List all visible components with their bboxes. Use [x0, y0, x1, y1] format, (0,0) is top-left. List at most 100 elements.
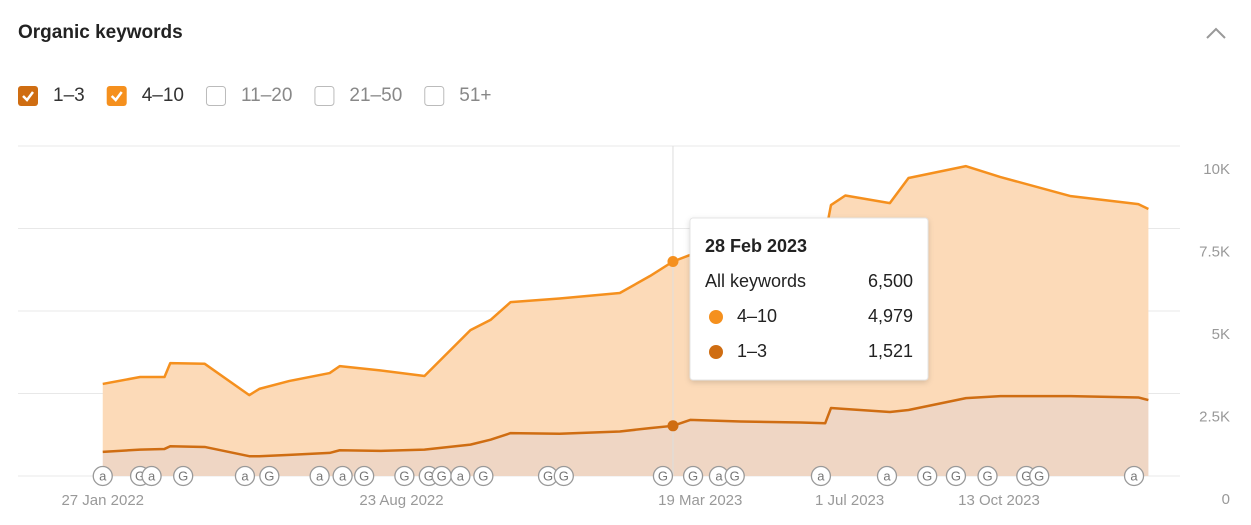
annotation-label: G	[1021, 468, 1031, 483]
annotation[interactable]: G	[724, 465, 745, 487]
annotation-label: G	[424, 468, 434, 483]
annotation-badge[interactable]	[259, 465, 280, 487]
annotation[interactable]: G	[431, 465, 452, 487]
annotation-badge[interactable]	[724, 465, 745, 487]
annotation-badge[interactable]	[876, 465, 898, 487]
x-tick-label: 13 Oct 2023	[958, 492, 1040, 509]
annotation-label: G	[922, 468, 932, 483]
checkbox[interactable]	[205, 86, 226, 106]
legend-item[interactable]: 51+	[424, 85, 492, 106]
tooltip-label: All keywords	[705, 271, 806, 291]
annotation[interactable]: G	[945, 465, 967, 487]
annotation-label: G	[559, 468, 569, 483]
x-tick-label: 19 Mar 2023	[658, 492, 742, 509]
annotation[interactable]: G	[553, 465, 574, 487]
annotation-badge[interactable]	[234, 465, 256, 487]
annotation-badge[interactable]	[354, 465, 375, 487]
checkbox[interactable]	[106, 86, 127, 106]
annotation[interactable]: G	[259, 465, 280, 487]
legend-label: 21–50	[349, 85, 402, 106]
annotation-badge[interactable]	[1029, 465, 1050, 487]
annotation-badge[interactable]	[917, 465, 938, 487]
annotation[interactable]: a	[450, 465, 471, 487]
annotation[interactable]: G	[394, 465, 415, 487]
annotation-label: a	[316, 468, 324, 483]
annotation-badge[interactable]	[473, 465, 494, 487]
x-tick-label: 27 Jan 2022	[61, 492, 144, 509]
hover-dot	[667, 420, 679, 432]
annotation-badge[interactable]	[682, 465, 704, 487]
annotation-badge[interactable]	[173, 465, 194, 487]
annotation[interactable]: G	[977, 465, 998, 487]
annotation-badge[interactable]	[92, 465, 113, 487]
legend-item[interactable]: 4–10	[106, 85, 184, 106]
annotation-badge[interactable]	[652, 465, 674, 487]
annotation[interactable]: a	[810, 465, 832, 487]
annotation[interactable]: G	[917, 465, 938, 487]
annotation-badge[interactable]	[332, 465, 353, 487]
annotation-badge[interactable]	[977, 465, 998, 487]
annotation[interactable]: G	[473, 465, 494, 487]
x-tick-label: 23 Aug 2022	[359, 492, 443, 509]
annotation-badge[interactable]	[309, 465, 330, 487]
tooltip-label: 4–10	[737, 306, 777, 326]
annotation-badge[interactable]	[450, 465, 471, 487]
annotation[interactable]: a	[92, 465, 113, 487]
annotation-label: a	[339, 468, 347, 483]
annotation-label: G	[688, 468, 698, 483]
annotation-label: G	[951, 468, 961, 483]
annotation-label: G	[730, 468, 740, 483]
annotation-label: G	[543, 468, 553, 483]
annotation[interactable]: a	[234, 465, 256, 487]
legend: 1–3 4–10 11–20 21–50 51+	[18, 85, 492, 106]
tooltip-value: 1,521	[868, 341, 913, 361]
legend-item[interactable]: 21–50	[314, 85, 402, 106]
widget-title: Organic keywords	[18, 22, 183, 43]
tooltip-title: 28 Feb 2023	[705, 236, 807, 256]
tooltip-value: 4,979	[868, 306, 913, 326]
annotation[interactable]: a	[876, 465, 898, 487]
annotation-badge[interactable]	[553, 465, 574, 487]
tooltip-box	[689, 217, 929, 381]
plot-area: 0 2.5K 5K 7.5K 10K 27 Jan 2022 23 Aug 2022 19 M…	[18, 145, 1230, 509]
annotation-label: G	[399, 468, 409, 483]
annotation-badge[interactable]	[141, 465, 162, 487]
annotation[interactable]: a	[1123, 465, 1145, 487]
y-tick-label: 0	[1222, 491, 1230, 508]
y-tick-label: 5K	[1212, 326, 1230, 343]
legend-label: 51+	[459, 85, 491, 106]
annotation[interactable]: G	[682, 465, 704, 487]
annotation[interactable]: a	[309, 465, 330, 487]
annotation-badge[interactable]	[945, 465, 967, 487]
legend-item[interactable]: 1–3	[18, 85, 85, 106]
annotation[interactable]: a	[141, 465, 162, 487]
annotation-badge[interactable]	[394, 465, 415, 487]
annotation-label: a	[148, 468, 156, 483]
annotation[interactable]: G	[173, 465, 194, 487]
checkbox[interactable]	[18, 86, 38, 106]
annotation[interactable]: G	[354, 465, 375, 487]
legend-label: 4–10	[142, 85, 184, 106]
legend-label: 1–3	[53, 85, 85, 106]
annotation-label: G	[359, 468, 369, 483]
annotation-label: G	[1034, 468, 1044, 483]
collapse-toggle[interactable]	[1206, 27, 1226, 39]
annotation-label: a	[715, 468, 723, 483]
annotation-badge[interactable]	[1123, 465, 1145, 487]
line	[102, 394, 1149, 458]
tooltip-label: 1–3	[737, 341, 767, 361]
legend-label: 11–20	[241, 85, 292, 106]
annotation[interactable]: G	[1029, 465, 1050, 487]
annotation-badge[interactable]	[810, 465, 832, 487]
y-tick-label: 2.5K	[1199, 408, 1230, 425]
check-mark	[110, 91, 123, 102]
annotation[interactable]: G	[652, 465, 674, 487]
checkbox[interactable]	[314, 86, 335, 106]
tooltip: 28 Feb 2023 All keywords 6,500 4–10 4,979 1–3…	[689, 217, 929, 381]
checkbox[interactable]	[424, 86, 445, 106]
annotation[interactable]: a	[332, 465, 353, 487]
area	[102, 396, 1149, 476]
legend-item[interactable]: 11–20	[205, 85, 292, 106]
annotation-label: G	[658, 468, 668, 483]
